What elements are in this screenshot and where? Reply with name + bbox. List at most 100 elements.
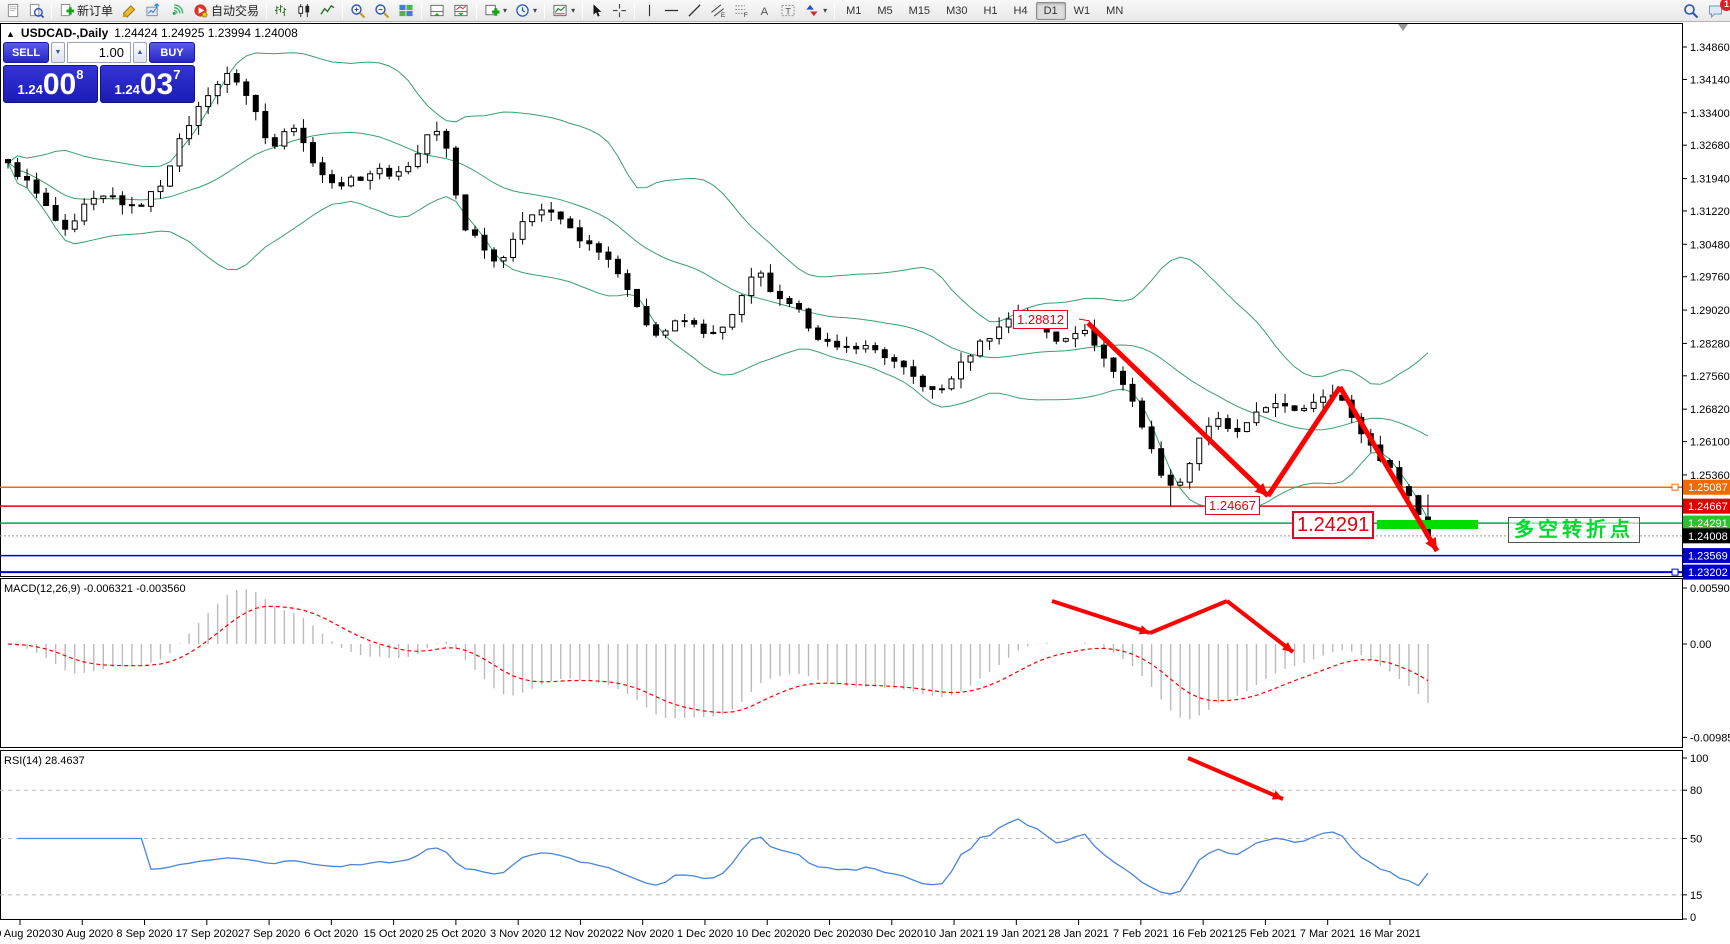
price-axis[interactable]: 1.34860 1.34140 1.33400 1.32680 1.31940 1.312…	[1682, 42, 1730, 924]
tile-windows-button[interactable]	[394, 1, 418, 21]
collapse-marker-icon[interactable]: ▲	[6, 29, 15, 39]
add-indicator-button[interactable]: ▾	[480, 1, 511, 21]
macd-label: MACD(12,26,9) -0.006321 -0.003560	[4, 583, 186, 595]
price-label-128812[interactable]: 1.28812	[1013, 310, 1068, 329]
new-chart-button[interactable]	[2, 1, 25, 21]
volume-input[interactable]: 1.00	[67, 42, 131, 63]
turning-point-note[interactable]: 多空转折点	[1508, 517, 1640, 543]
svg-text:1.25087: 1.25087	[1688, 482, 1728, 494]
period-button[interactable]: ▾	[511, 1, 541, 21]
svg-text:7 Mar 2021: 7 Mar 2021	[1300, 928, 1356, 940]
price-label-124291[interactable]: 1.24291	[1292, 511, 1375, 539]
zoom-out-icon	[375, 3, 390, 18]
svg-text:19 Jan 2021: 19 Jan 2021	[986, 928, 1047, 940]
svg-text:10 Dec 2020: 10 Dec 2020	[736, 928, 798, 940]
svg-text:16 Mar 2021: 16 Mar 2021	[1359, 928, 1421, 940]
svg-text:30 Dec 2020: 30 Dec 2020	[861, 928, 923, 940]
toolbar-separator	[421, 2, 423, 19]
candlestick-button[interactable]	[293, 1, 316, 21]
svg-text:100: 100	[1690, 753, 1708, 765]
rsi-label: RSI(14) 28.4637	[4, 755, 85, 767]
support-highlight-bar[interactable]	[1377, 520, 1478, 529]
buy-button[interactable]: BUY	[149, 42, 195, 63]
svg-text:1.32680: 1.32680	[1690, 140, 1730, 152]
macd-signal-line	[7, 605, 1429, 714]
timeframe-m1[interactable]: M1	[846, 4, 862, 17]
chat-button[interactable]: 1	[1703, 0, 1730, 21]
timeframe-h4[interactable]: H4	[1013, 4, 1028, 17]
signals-button[interactable]	[165, 1, 189, 21]
print-preview-button[interactable]	[25, 1, 48, 21]
bollinger-middle	[7, 131, 1429, 437]
line-chart-button[interactable]	[316, 1, 339, 21]
svg-text:30 Aug 2020: 30 Aug 2020	[51, 928, 113, 940]
price-label-124667[interactable]: 1.24667	[1205, 496, 1260, 515]
toolbar-separator	[266, 2, 268, 19]
svg-text:0: 0	[1690, 912, 1696, 924]
publish-chart-button[interactable]	[141, 1, 165, 21]
sell-button[interactable]: SELL	[3, 42, 49, 63]
new-order-button[interactable]: 新订单	[55, 1, 117, 21]
svg-text:F: F	[744, 12, 748, 18]
chart-style-button[interactable]	[117, 1, 141, 21]
bollinger-upper	[7, 52, 1429, 385]
timeframe-d1[interactable]: D1	[1035, 1, 1066, 20]
crosshair-button[interactable]	[608, 1, 631, 21]
zoom-out-button[interactable]	[370, 1, 394, 21]
timeframe-mn[interactable]: MN	[1106, 4, 1124, 17]
horizontal-line-button[interactable]	[660, 1, 683, 21]
volume-down-button[interactable]: ▼	[51, 42, 65, 63]
svg-text:3 Nov 2020: 3 Nov 2020	[490, 928, 546, 940]
tile-windows-icon	[399, 4, 413, 17]
cursor-button[interactable]	[586, 1, 608, 21]
indicator-window-button[interactable]	[425, 1, 449, 21]
timeframe-h1[interactable]: H1	[983, 4, 998, 17]
search-button[interactable]	[1679, 1, 1703, 21]
text-a-icon: A	[761, 6, 769, 18]
template-button[interactable]: ▾	[548, 1, 579, 21]
auto-trading-label: 自动交易	[211, 4, 260, 18]
timeframe-m30[interactable]: M30	[946, 4, 968, 17]
trendline-button[interactable]	[683, 1, 706, 21]
timeframe-m5[interactable]: M5	[877, 4, 893, 17]
page-icon	[7, 3, 19, 18]
vertical-line-button[interactable]	[638, 1, 660, 21]
zoom-in-button[interactable]	[346, 1, 370, 21]
svg-text:1.24008: 1.24008	[1688, 531, 1728, 543]
arrows-tool-button[interactable]: ▾	[800, 1, 831, 21]
svg-text:7 Feb 2021: 7 Feb 2021	[1113, 928, 1169, 940]
new-order-icon	[60, 3, 74, 17]
svg-text:15 Oct 2020: 15 Oct 2020	[364, 928, 424, 940]
trend-arrows[interactable]	[1051, 321, 1440, 801]
arrows-tool-icon	[806, 4, 818, 17]
text-button[interactable]: A	[754, 1, 776, 21]
toolbar-separator	[342, 2, 344, 19]
volume-up-button[interactable]: ▲	[133, 42, 147, 63]
candles	[5, 66, 1431, 537]
bid-pip-digit: 8	[76, 67, 84, 82]
bid-quote-button[interactable]: 1.24 00 8	[3, 65, 98, 103]
symbol-period-label: USDCAD-,Daily	[20, 26, 109, 40]
bar-chart-button[interactable]	[270, 1, 293, 21]
text-label-button[interactable]: T	[776, 1, 800, 21]
clock-icon	[516, 4, 529, 17]
timeframe-m15[interactable]: M15	[908, 4, 931, 17]
svg-text:16 Feb 2021: 16 Feb 2021	[1172, 928, 1234, 940]
chart-shift-marker[interactable]	[1398, 24, 1408, 31]
equidistant-channel-button[interactable]: E	[706, 1, 730, 21]
text-label-icon: T	[781, 4, 795, 16]
brush-icon	[122, 5, 136, 18]
signal-icon	[172, 4, 184, 15]
preview-icon	[29, 3, 44, 18]
fibonacci-button[interactable]: F	[730, 1, 754, 21]
auto-trading-button[interactable]: 自动交易	[189, 1, 263, 21]
timeframe-w1[interactable]: W1	[1073, 4, 1091, 17]
svg-text:1.29020: 1.29020	[1690, 305, 1730, 317]
svg-text:1.31220: 1.31220	[1690, 206, 1730, 218]
ask-quote-button[interactable]: 1.24 03 7	[100, 65, 195, 103]
svg-text:20 Dec 2020: 20 Dec 2020	[798, 928, 860, 940]
svg-text:1.30480: 1.30480	[1690, 239, 1730, 251]
indicator-window2-button[interactable]	[449, 1, 473, 21]
